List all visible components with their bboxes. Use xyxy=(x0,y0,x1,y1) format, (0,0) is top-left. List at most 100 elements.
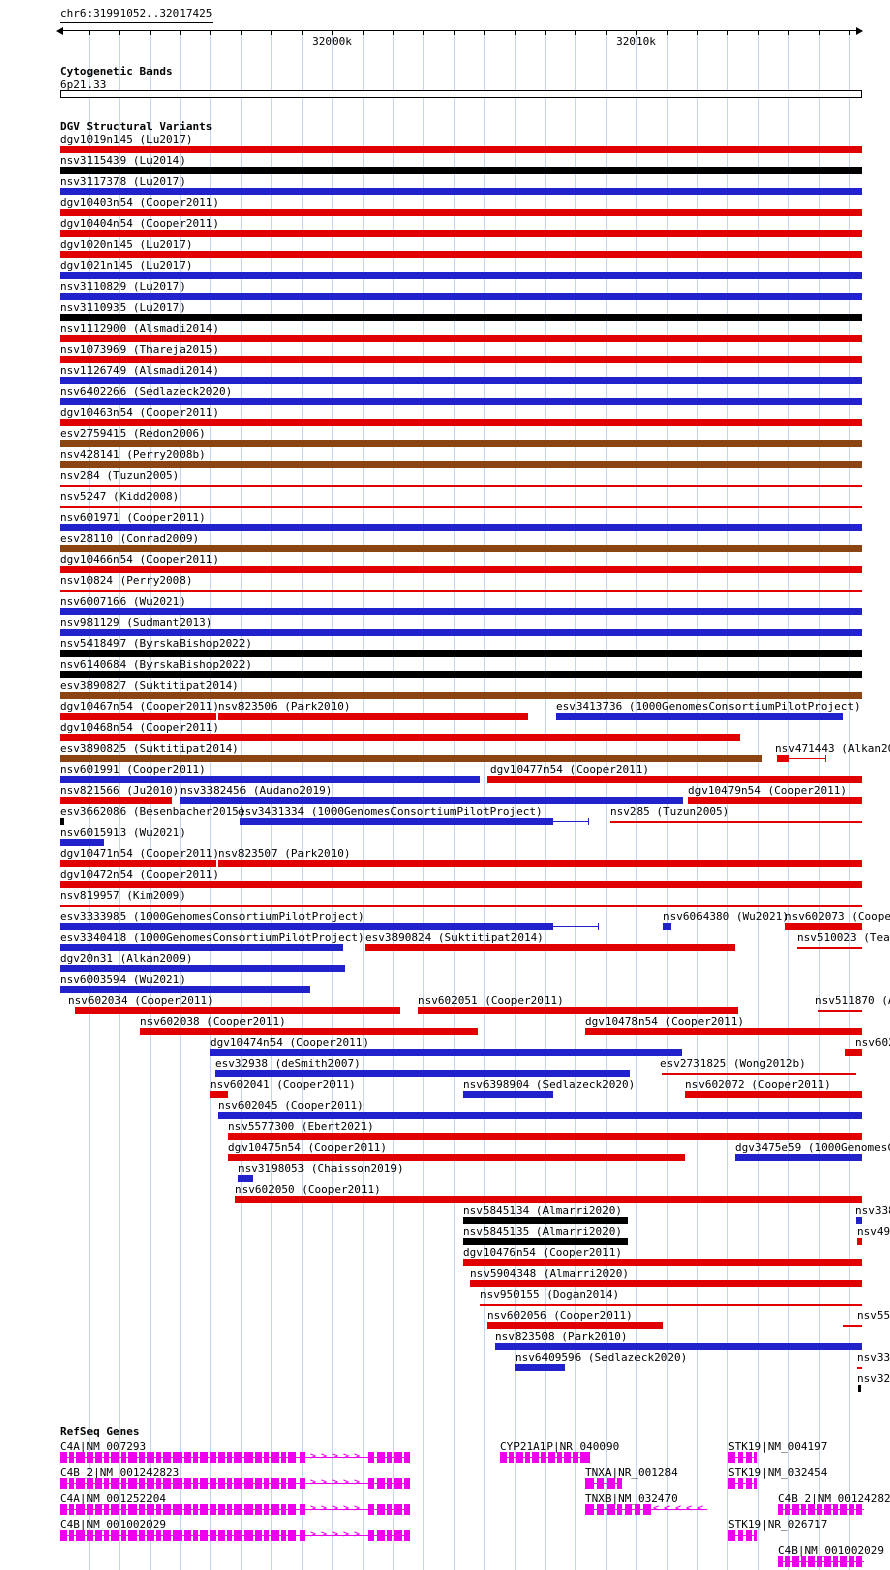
variant-bar[interactable] xyxy=(218,713,528,720)
variant-label[interactable]: esv3333985 (1000GenomesConsortiumPilotPr… xyxy=(60,910,365,923)
variant-bar[interactable] xyxy=(218,1112,862,1119)
variant-label[interactable]: esv3890825 (Suktitipat2014) xyxy=(60,742,239,755)
variant-label[interactable]: nsv602034 (Cooper2011) xyxy=(68,994,214,1007)
variant-label[interactable]: esv2731825 (Wong2012b) xyxy=(660,1057,806,1070)
variant-label[interactable]: nsv3110829 (Lu2017) xyxy=(60,280,186,293)
gene-glyph[interactable]: > > > > > xyxy=(60,1451,410,1463)
variant-bar[interactable] xyxy=(60,377,862,384)
variant-label[interactable]: nsv6064380 (Wu2021) xyxy=(663,910,789,923)
variant-label[interactable]: nsv602051 (Cooper2011) xyxy=(418,994,564,1007)
gene-glyph[interactable] xyxy=(728,1452,757,1463)
variant-bar[interactable] xyxy=(180,797,683,804)
variant-bar[interactable] xyxy=(60,356,862,363)
gene-glyph[interactable] xyxy=(728,1530,757,1541)
gene-glyph[interactable]: > > > > > xyxy=(60,1503,410,1515)
variant-label[interactable]: esv3662086 (Besenbacher2015) xyxy=(60,805,246,818)
variant-label[interactable]: nsv821566 (Ju2010) xyxy=(60,784,180,797)
variant-label[interactable]: nsv602050 (Cooper2011) xyxy=(235,1183,381,1196)
variant-label[interactable]: nsv33 xyxy=(857,1351,890,1364)
variant-label[interactable]: nsv601991 (Cooper2011) xyxy=(60,763,206,776)
variant-bar[interactable] xyxy=(60,293,862,300)
variant-label[interactable]: nsv602038 (Cooper2011) xyxy=(140,1015,286,1028)
variant-label[interactable]: nsv3382456 (Audano2019) xyxy=(180,784,333,797)
gene-label[interactable]: STK19|NR_026717 xyxy=(728,1518,828,1531)
variant-bar[interactable] xyxy=(688,797,862,804)
variant-label[interactable]: esv3431334 (1000GenomesConsortiumPilotPr… xyxy=(238,805,543,818)
variant-label[interactable]: dgv1019n145 (Lu2017) xyxy=(60,133,193,146)
variant-label[interactable]: nsv1073969 (Thareja2015) xyxy=(60,343,219,356)
gene-glyph[interactable] xyxy=(728,1478,757,1489)
variant-bar[interactable] xyxy=(60,734,740,741)
variant-bar[interactable] xyxy=(238,1175,253,1182)
gene-label[interactable]: STK19|NM_004197 xyxy=(728,1440,828,1453)
variant-bar[interactable] xyxy=(610,821,862,823)
variant-label[interactable]: nsv5904348 (Almarri2020) xyxy=(470,1267,629,1280)
variant-bar[interactable] xyxy=(857,1367,862,1369)
variant-bar[interactable] xyxy=(60,608,862,615)
variant-label[interactable]: dgv10479n54 (Cooper2011) xyxy=(688,784,847,797)
variant-bar[interactable] xyxy=(60,671,862,678)
variant-bar[interactable] xyxy=(228,1154,685,1161)
variant-label[interactable]: nsv6015913 (Wu2021) xyxy=(60,826,186,839)
variant-label[interactable]: dgv1020n145 (Lu2017) xyxy=(60,238,193,251)
variant-bar[interactable] xyxy=(662,1073,856,1075)
variant-label[interactable]: nsv510023 (Teague2010) xyxy=(797,931,890,944)
variant-bar[interactable] xyxy=(60,398,862,405)
variant-label[interactable]: esv3413736 (1000GenomesConsortiumPilotPr… xyxy=(556,700,861,713)
variant-label[interactable]: dgv10476n54 (Cooper2011) xyxy=(463,1246,622,1259)
variant-label[interactable]: esv3890824 (Suktitipat2014) xyxy=(365,931,544,944)
variant-label[interactable]: nsv602 xyxy=(855,1036,890,1049)
variant-bar[interactable] xyxy=(60,965,345,972)
variant-label[interactable]: dgv10404n54 (Cooper2011) xyxy=(60,217,219,230)
variant-bar[interactable] xyxy=(60,755,762,762)
variant-bar[interactable] xyxy=(215,1070,630,1077)
variant-bar[interactable] xyxy=(60,860,216,867)
gene-label[interactable]: C4B|NM_001002029 xyxy=(60,1518,166,1531)
variant-bar[interactable] xyxy=(60,944,343,951)
variant-label[interactable]: dgv10477n54 (Cooper2011) xyxy=(490,763,649,776)
variant-bar[interactable] xyxy=(218,860,862,867)
cytoband-glyph[interactable] xyxy=(60,90,862,98)
gene-label[interactable]: C4A|NM_007293 xyxy=(60,1440,147,1453)
variant-bar[interactable] xyxy=(777,755,789,762)
variant-bar[interactable] xyxy=(60,419,862,426)
variant-label[interactable]: esv28110 (Conrad2009) xyxy=(60,532,200,545)
variant-label[interactable]: esv32938 (deSmith2007) xyxy=(215,1057,361,1070)
variant-bar[interactable] xyxy=(60,818,64,825)
variant-bar[interactable] xyxy=(843,1325,862,1327)
variant-bar[interactable] xyxy=(60,440,862,447)
variant-bar[interactable] xyxy=(556,713,843,720)
variant-bar[interactable] xyxy=(515,1364,565,1371)
variant-label[interactable]: dgv10468n54 (Cooper2011) xyxy=(60,721,219,734)
variant-bar[interactable] xyxy=(60,146,862,153)
variant-label[interactable]: nsv6003594 (Wu2021) xyxy=(60,973,186,986)
variant-bar[interactable] xyxy=(60,905,862,907)
variant-bar[interactable] xyxy=(487,776,862,783)
gene-glyph[interactable] xyxy=(778,1556,864,1567)
variant-label[interactable]: dgv10471n54 (Cooper2011) xyxy=(60,847,219,860)
variant-bar[interactable] xyxy=(470,1280,862,1287)
gene-label[interactable]: C4B|NM_001002029 xyxy=(778,1544,884,1557)
variant-bar[interactable] xyxy=(365,944,735,951)
variant-bar[interactable] xyxy=(60,524,862,531)
variant-bar[interactable] xyxy=(60,335,862,342)
variant-label[interactable]: esv3890827 (Suktitipat2014) xyxy=(60,679,239,692)
variant-label[interactable]: nsv6398904 (Sedlazeck2020) xyxy=(463,1078,636,1091)
variant-bar[interactable] xyxy=(60,590,862,592)
variant-label[interactable]: nsv5845135 (Almarri2020) xyxy=(463,1225,622,1238)
gene-glyph[interactable] xyxy=(500,1452,590,1463)
gene-label[interactable]: STK19|NM_032454 xyxy=(728,1466,828,1479)
variant-label[interactable]: nsv602045 (Cooper2011) xyxy=(218,1099,364,1112)
variant-label[interactable]: nsv3117378 (Lu2017) xyxy=(60,175,186,188)
variant-label[interactable]: nsv823507 (Park2010) xyxy=(218,847,351,860)
variant-label[interactable]: nsv3115439 (Lu2014) xyxy=(60,154,186,167)
variant-label[interactable]: nsv602073 (Cooper2011) xyxy=(785,910,890,923)
variant-bar[interactable] xyxy=(463,1217,628,1224)
variant-label[interactable]: nsv5845134 (Almarri2020) xyxy=(463,1204,622,1217)
variant-bar[interactable] xyxy=(60,209,862,216)
variant-bar[interactable] xyxy=(463,1259,862,1266)
variant-bar[interactable] xyxy=(60,506,862,508)
variant-bar[interactable] xyxy=(856,1217,862,1224)
variant-bar[interactable] xyxy=(845,1049,862,1056)
variant-label[interactable]: nsv428141 (Perry2008b) xyxy=(60,448,206,461)
